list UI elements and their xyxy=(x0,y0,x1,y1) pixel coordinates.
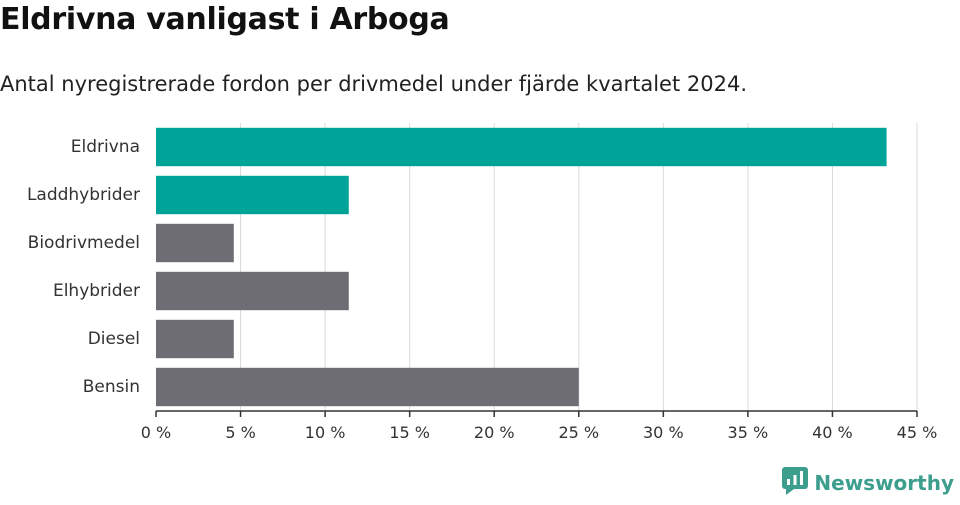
x-tick-label: 5 % xyxy=(225,423,255,442)
chart-title: Eldrivna vanligast i Arboga xyxy=(0,2,450,37)
brand-logo: Newsworthy xyxy=(782,467,954,499)
bar xyxy=(156,319,234,359)
x-tick-label: 40 % xyxy=(812,423,853,442)
brand-name: Newsworthy xyxy=(814,471,954,495)
x-tick-label: 45 % xyxy=(897,423,938,442)
x-tick-label: 25 % xyxy=(558,423,599,442)
x-tick-label: 0 % xyxy=(141,423,171,442)
newsworthy-logo-icon xyxy=(782,467,809,499)
bar xyxy=(156,127,887,167)
category-label: Diesel xyxy=(88,329,140,349)
x-tick-label: 20 % xyxy=(474,423,515,442)
chart-subtitle: Antal nyregistrerade fordon per drivmede… xyxy=(0,72,748,96)
category-label: Biodrivmedel xyxy=(28,233,140,253)
category-label: Bensin xyxy=(83,377,140,397)
x-tick-label: 30 % xyxy=(643,423,684,442)
category-label: Elhybrider xyxy=(53,281,140,301)
category-label: Laddhybrider xyxy=(27,185,140,205)
bar xyxy=(156,223,234,263)
x-tick-label: 35 % xyxy=(728,423,769,442)
bar xyxy=(156,367,579,407)
x-tick-label: 10 % xyxy=(305,423,346,442)
category-label: Eldrivna xyxy=(71,137,140,157)
bar xyxy=(156,271,349,311)
x-tick-label: 15 % xyxy=(389,423,430,442)
bar xyxy=(156,175,349,215)
